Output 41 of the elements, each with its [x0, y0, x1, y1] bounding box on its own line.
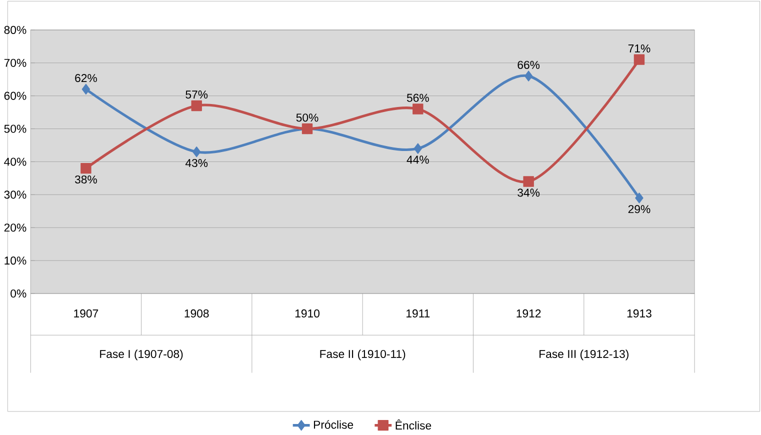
y-tick-label: 30% [4, 190, 26, 199]
point [191, 100, 202, 112]
point [523, 176, 534, 187]
data-label: 57% [186, 90, 208, 99]
point [634, 54, 645, 65]
point [412, 104, 424, 114]
data-label: 38% [74, 175, 97, 184]
point [192, 146, 201, 158]
point [82, 84, 90, 95]
data-label: 44% [406, 156, 429, 164]
x-tick-label: 1910 [295, 309, 320, 318]
data-label: 43% [185, 158, 208, 167]
x-tick-label: 1907 [74, 309, 98, 318]
x-tick-label: 1912 [516, 309, 541, 318]
legend-label: Próclise [314, 420, 354, 429]
data-label: 56% [406, 94, 429, 102]
data-label: 50% [296, 114, 318, 122]
y-tick-label: 60% [4, 92, 26, 100]
y-tick-label: 40% [4, 158, 26, 166]
y-tick-label: 50% [4, 124, 26, 133]
y-tick-label: 80% [4, 26, 26, 34]
y-tick-label: 10% [4, 256, 26, 265]
point [80, 162, 92, 174]
data-label: 71% [628, 44, 650, 52]
y-tick-label: 70% [4, 58, 26, 67]
text: Fase II (1910-11) [320, 350, 406, 360]
point [635, 192, 644, 204]
y-tick-label: 20% [4, 224, 26, 232]
data-label: 34% [518, 188, 540, 197]
point [414, 143, 422, 154]
text: Fase I (1907-08) [100, 350, 183, 360]
y-tick-label: 0% [10, 289, 26, 298]
data-label: 62% [75, 74, 97, 82]
x-tick-label: 1913 [627, 309, 652, 318]
x-tick-label: 1908 [184, 309, 209, 318]
point [524, 70, 533, 82]
x-tick-label: 1911 [406, 309, 430, 318]
data-label: 66% [518, 60, 540, 69]
data-label: 29% [628, 205, 650, 214]
legend-label: Ênclise [396, 419, 432, 430]
text: Fase III (1912-13) [540, 350, 628, 360]
